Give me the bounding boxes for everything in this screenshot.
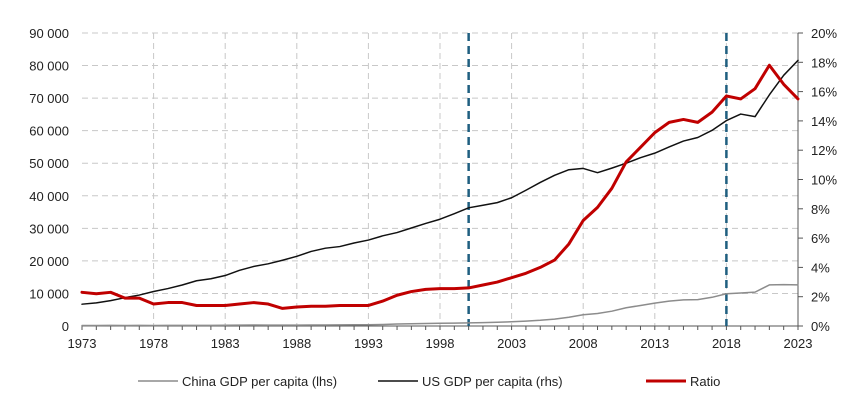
y-left-tick-label: 40 000 bbox=[29, 189, 69, 204]
y-left-tick-label: 70 000 bbox=[29, 91, 69, 106]
series-line-0 bbox=[81, 283, 799, 327]
x-tick-label: 2023 bbox=[784, 336, 813, 351]
legend-label: US GDP per capita (rhs) bbox=[422, 374, 563, 389]
y-left-tick-label: 20 000 bbox=[29, 254, 69, 269]
y-left-tick-label: 30 000 bbox=[29, 221, 69, 236]
x-tick-label: 1988 bbox=[282, 336, 311, 351]
axes bbox=[81, 32, 803, 330]
y-right-tick-label: 8% bbox=[811, 202, 830, 217]
y-left-tick-label: 60 000 bbox=[29, 124, 69, 139]
y-right-tick-label: 20% bbox=[811, 26, 837, 41]
legend: China GDP per capita (lhs) US GDP per cap… bbox=[138, 374, 720, 389]
x-tick-label: 2003 bbox=[497, 336, 526, 351]
y-left-tick-label: 50 000 bbox=[29, 156, 69, 171]
x-tick-label: 1973 bbox=[68, 336, 97, 351]
y-right-tick-label: 18% bbox=[811, 55, 837, 70]
x-tick-label: 2013 bbox=[640, 336, 669, 351]
x-tick-label: 1998 bbox=[426, 336, 455, 351]
y-right-tick-label: 0% bbox=[811, 319, 830, 334]
y-left-tick-label: 90 000 bbox=[29, 26, 69, 41]
legend-label: China GDP per capita (lhs) bbox=[182, 374, 337, 389]
x-tick-label: 2008 bbox=[569, 336, 598, 351]
series-line-1 bbox=[81, 59, 799, 305]
y-left-tick-label: 10 000 bbox=[29, 286, 69, 301]
x-tick-label: 2018 bbox=[712, 336, 741, 351]
y-left-tick-label: 80 000 bbox=[29, 59, 69, 74]
y-right-tick-label: 2% bbox=[811, 290, 830, 305]
series-lines bbox=[80, 59, 800, 327]
y-right-tick-label: 14% bbox=[811, 114, 837, 129]
legend-label: Ratio bbox=[690, 374, 720, 389]
y-right-tick-label: 16% bbox=[811, 85, 837, 100]
x-tick-label: 1978 bbox=[139, 336, 168, 351]
y-right-tick-label: 6% bbox=[811, 231, 830, 246]
y-right-tick-label: 10% bbox=[811, 173, 837, 188]
series-line-2 bbox=[80, 63, 800, 310]
tick-labels: 0 10 000 20 000 30 000 40 000 50 000 60 000 70 … bbox=[29, 26, 837, 351]
x-tick-label: 1983 bbox=[211, 336, 240, 351]
reference-lines bbox=[467, 33, 728, 326]
x-tick-label: 1993 bbox=[354, 336, 383, 351]
gridlines bbox=[82, 32, 798, 326]
y-right-tick-label: 4% bbox=[811, 260, 830, 275]
y-left-tick-label: 0 bbox=[62, 319, 69, 334]
y-right-tick-label: 12% bbox=[811, 143, 837, 158]
